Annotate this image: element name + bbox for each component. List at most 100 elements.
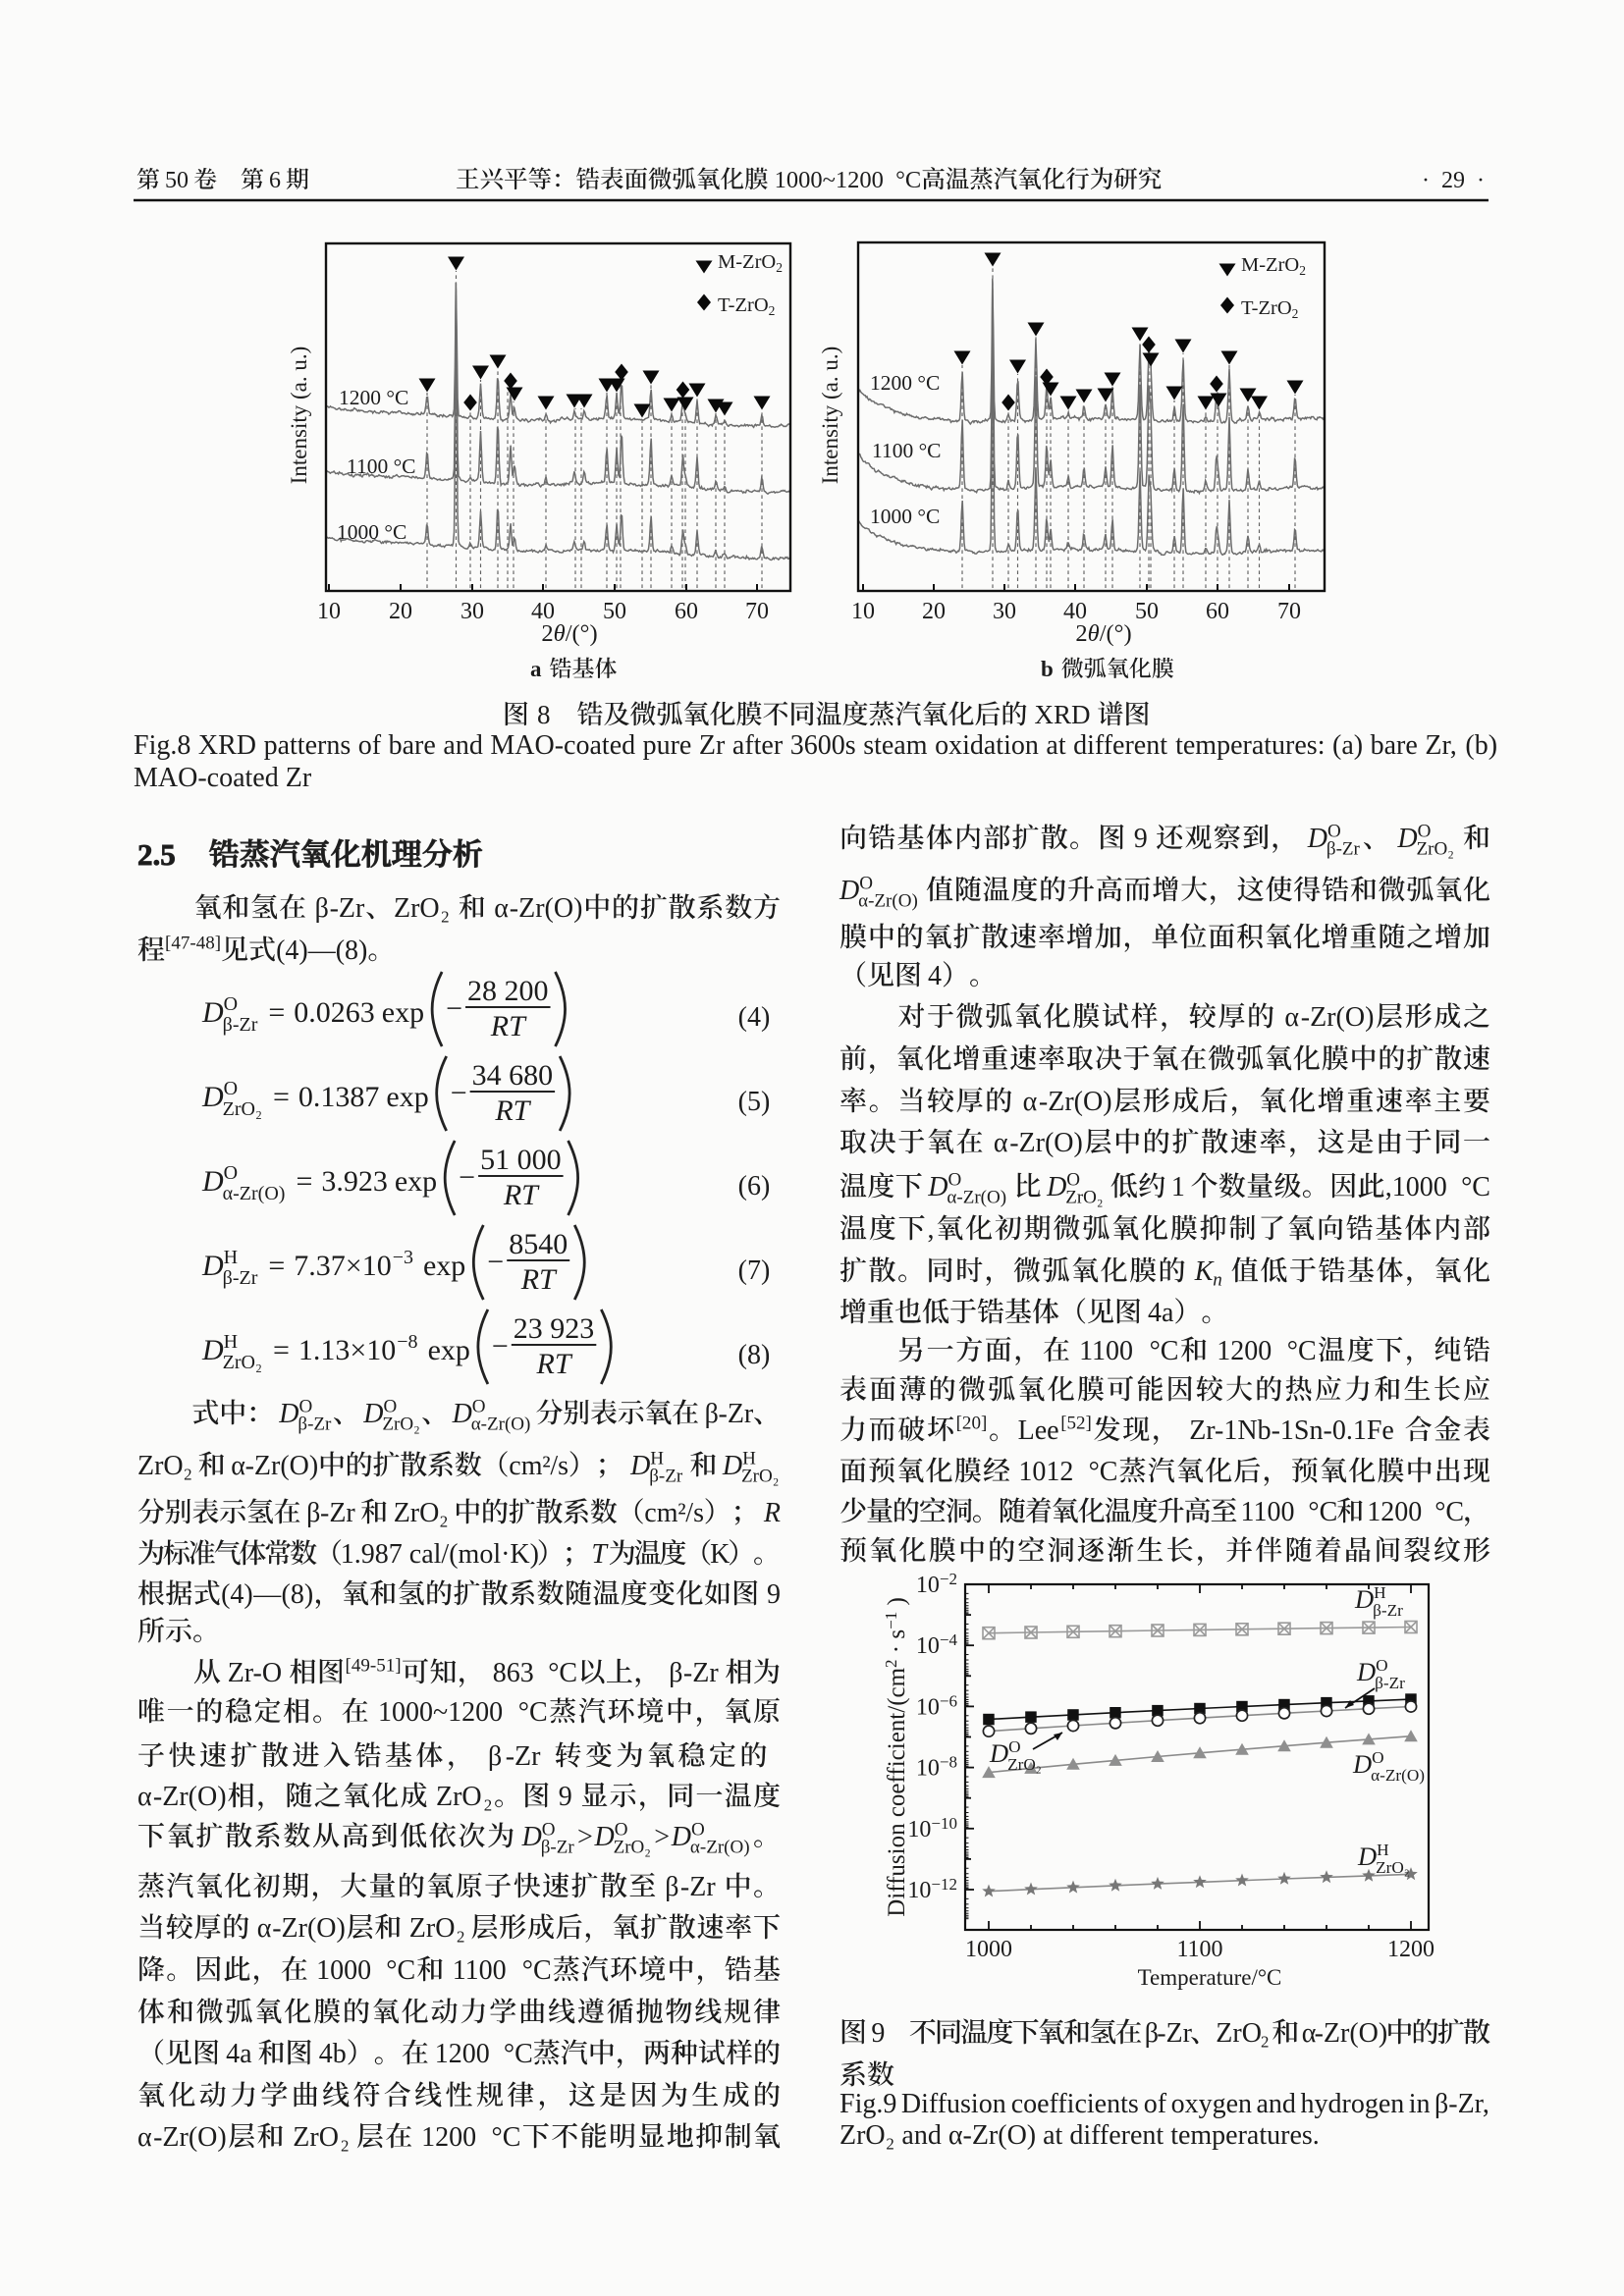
svg-text:ZrO: ZrO [293, 2122, 339, 2153]
svg-text:-Zr(O): -Zr(O) [153, 2122, 227, 2153]
svg-text:n: n [1213, 1270, 1222, 1291]
svg-text:D: D [629, 1451, 650, 1481]
svg-text:α-Zr(O): α-Zr(O) [947, 1187, 1006, 1207]
svg-text:-Zr: -Zr [506, 1741, 541, 1772]
svg-text:after: after [732, 730, 784, 761]
svg-text:-Zr: -Zr [683, 1658, 719, 1688]
svg-text:-Zr(O): -Zr(O) [153, 1782, 227, 1812]
svg-text:ZrO: ZrO [1216, 2018, 1262, 2049]
svg-text:hydrogen: hydrogen [1301, 2089, 1405, 2119]
svg-text:α-Zr(O): α-Zr(O) [223, 1183, 286, 1204]
svg-text:1000 °C: 1000 °C [337, 520, 406, 544]
svg-text:-Zr(O): -Zr(O) [1315, 2018, 1388, 2049]
svg-text:ZrO: ZrO [436, 1782, 482, 1812]
svg-text:β-Zr: β-Zr [649, 1466, 683, 1486]
svg-text:O: O [1008, 1737, 1020, 1756]
svg-text:exp: exp [423, 1250, 465, 1282]
svg-text:-Zr(O): -Zr(O) [1301, 1002, 1375, 1033]
svg-text:1100 °C: 1100 °C [347, 454, 416, 478]
svg-text:Zr: Zr [699, 730, 726, 761]
svg-text:2.5: 2.5 [137, 837, 176, 872]
svg-text:−: − [446, 992, 462, 1025]
svg-text:1100: 1100 [1241, 1497, 1309, 1527]
svg-text:K: K [710, 1539, 730, 1570]
svg-text:(8): (8) [738, 1340, 771, 1370]
svg-text:(5): (5) [738, 1087, 771, 1117]
svg-text:of: of [358, 730, 382, 761]
svg-text:T-ZrO2: T-ZrO2 [718, 294, 775, 318]
svg-text:-Zr(O): -Zr(O) [510, 893, 583, 924]
svg-text:β: β [488, 1741, 502, 1772]
svg-text:O: O [1372, 1748, 1383, 1767]
svg-text:H: H [1377, 1841, 1388, 1859]
svg-text:—: — [252, 1579, 282, 1610]
svg-text:60: 60 [675, 599, 698, 624]
svg-text:β: β [1145, 2018, 1159, 2049]
svg-text:ZrO₂: ZrO₂ [382, 1414, 419, 1434]
svg-text:patterns: patterns [264, 730, 352, 761]
svg-text:cm: cm [644, 1498, 677, 1528]
svg-text:O: O [542, 1819, 556, 1840]
svg-text:20: 20 [389, 599, 412, 624]
svg-text:1100: 1100 [1176, 1937, 1222, 1962]
svg-text:1200: 1200 [1367, 1497, 1435, 1527]
svg-text:=: = [273, 1334, 290, 1366]
svg-text:7.37×10: 7.37×10 [294, 1250, 391, 1282]
svg-text:α: α [137, 1782, 152, 1812]
svg-text:Intensity (a. u.): Intensity (a. u.) [818, 347, 842, 485]
svg-text:1200: 1200 [421, 2122, 490, 2153]
svg-text:β-Zr: β-Zr [1373, 1601, 1403, 1620]
svg-text:α-Zr(O): α-Zr(O) [1371, 1766, 1425, 1785]
svg-text:10: 10 [851, 599, 875, 624]
svg-text:β-Zr: β-Zr [1326, 838, 1361, 859]
svg-text:9: 9 [559, 1782, 572, 1812]
svg-text:(a): (a) [1332, 730, 1363, 761]
svg-text:Zr,: Zr, [1425, 730, 1456, 761]
svg-text:₂: ₂ [1260, 2018, 1270, 2049]
svg-text:−8: −8 [397, 1331, 417, 1353]
svg-text:a: a [530, 657, 542, 681]
svg-text:1.987 cal/(mol·K): 1.987 cal/(mol·K) [341, 1539, 539, 1570]
svg-text:β: β [306, 1498, 320, 1528]
svg-text:1: 1 [1171, 1172, 1185, 1202]
svg-text:1000~1200: 1000~1200 [378, 1697, 516, 1728]
svg-text:D: D [201, 996, 224, 1029]
svg-text:1200: 1200 [435, 2039, 504, 2069]
svg-text:H: H [742, 1448, 756, 1468]
svg-text:H: H [224, 1247, 238, 1268]
svg-text:O: O [224, 993, 238, 1015]
svg-text:ZrO₂: ZrO₂ [614, 1837, 651, 1857]
svg-text:,: , [928, 1214, 935, 1245]
svg-text:9: 9 [871, 2018, 885, 2049]
svg-text:23 923: 23 923 [514, 1312, 595, 1345]
svg-text:R: R [763, 1498, 781, 1528]
svg-text:β: β [705, 1399, 719, 1429]
svg-text:50: 50 [1135, 599, 1159, 624]
svg-text:1.13×10: 1.13×10 [298, 1334, 396, 1366]
svg-text:-Zr: -Zr [680, 1872, 716, 1902]
svg-text:°C: °C [1461, 1172, 1490, 1202]
svg-text:1200 °C: 1200 °C [339, 386, 408, 409]
svg-text:ZrO: ZrO [394, 1498, 440, 1528]
svg-text:2θ/(°): 2θ/(°) [541, 620, 597, 647]
svg-text:α: α [231, 1451, 245, 1481]
svg-text:D: D [201, 1165, 224, 1198]
svg-text:-Zr: -Zr [330, 893, 365, 924]
svg-text:T-ZrO2: T-ZrO2 [1241, 297, 1298, 321]
svg-text:6: 6 [269, 168, 281, 193]
svg-text:bare: bare [389, 730, 436, 761]
svg-text:Intensity (a. u.): Intensity (a. u.) [287, 347, 311, 485]
svg-text:>: > [577, 1822, 593, 1852]
svg-text:(4): (4) [738, 1002, 771, 1033]
svg-text:40: 40 [1063, 599, 1087, 624]
svg-text:²: ² [542, 1451, 550, 1481]
svg-text:>: > [654, 1822, 670, 1852]
svg-text:₂: ₂ [440, 893, 450, 924]
svg-text:10−6: 10−6 [916, 1691, 957, 1720]
svg-text:-Zr(O): -Zr(O) [272, 1913, 346, 1944]
svg-text:50: 50 [603, 599, 626, 624]
svg-text:O: O [691, 1819, 705, 1840]
svg-text:ZrO₂: ZrO₂ [1065, 1187, 1103, 1207]
svg-text:RT: RT [494, 1095, 531, 1127]
svg-text:RT: RT [503, 1179, 540, 1211]
